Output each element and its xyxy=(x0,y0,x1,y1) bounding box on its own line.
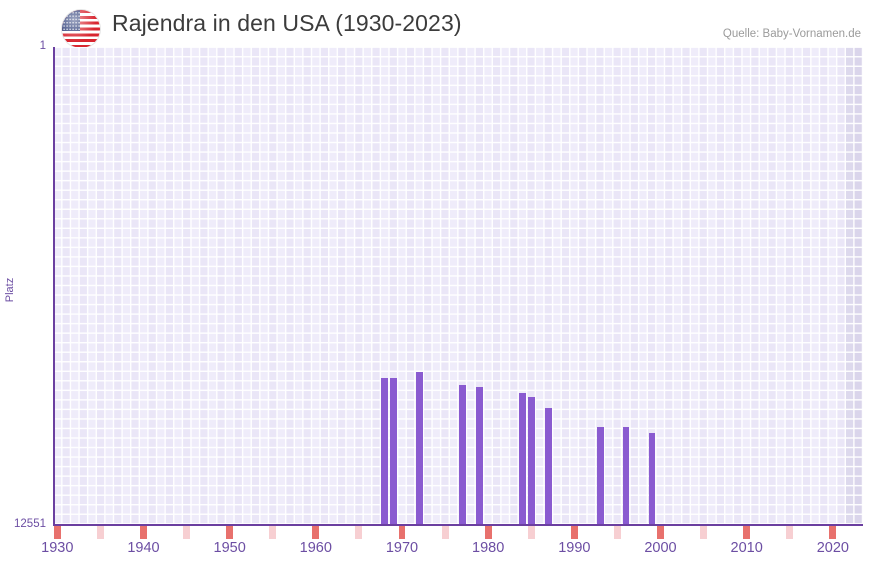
flag-gloss xyxy=(62,10,100,48)
decade-tick xyxy=(312,526,320,539)
page-title: Rajendra in den USA (1930-2023) xyxy=(112,10,462,36)
decade-tick xyxy=(829,526,837,539)
decade-tick xyxy=(53,526,61,539)
x-axis-label: 2010 xyxy=(730,540,763,556)
x-axis-label: 1950 xyxy=(213,540,246,556)
y-axis-line xyxy=(53,47,55,524)
half-decade-tick xyxy=(96,526,104,539)
decade-tick xyxy=(226,526,234,539)
decade-tick xyxy=(484,526,492,539)
x-axis-label: 1960 xyxy=(299,540,332,556)
bar xyxy=(519,392,527,524)
x-axis-label: 1980 xyxy=(472,540,505,556)
bar xyxy=(476,387,483,524)
bar xyxy=(415,371,423,524)
half-decade-tick xyxy=(527,526,535,539)
bar xyxy=(596,427,604,524)
us-flag-icon xyxy=(62,10,100,48)
bar xyxy=(381,377,389,524)
x-axis-label: 1930 xyxy=(41,540,74,556)
bar xyxy=(622,427,630,524)
half-decade-tick xyxy=(355,526,363,539)
y-axis-bottom-label: 12551 xyxy=(14,518,46,530)
bar xyxy=(545,408,552,524)
x-axis-line xyxy=(53,524,863,526)
y-axis-top-label: 1 xyxy=(39,40,46,52)
bar xyxy=(390,377,397,524)
decade-tick xyxy=(743,526,751,539)
decade-tick xyxy=(657,526,664,539)
x-axis-labels: 1930 1940 1950 1960 1970 1980 1990 2000 2010 2020 xyxy=(0,540,873,564)
bar xyxy=(648,432,656,524)
half-decade-tick xyxy=(441,526,449,539)
bar-series xyxy=(53,47,863,524)
decade-tick xyxy=(570,526,578,539)
x-axis-label: 2020 xyxy=(816,540,849,556)
x-axis-label: 2000 xyxy=(644,540,677,556)
decade-tick xyxy=(398,526,406,539)
x-axis-label: 1990 xyxy=(558,540,591,556)
half-decade-tick xyxy=(269,526,277,539)
x-axis-label: 1970 xyxy=(385,540,419,556)
x-axis-tick-markers xyxy=(53,526,863,539)
decade-tick xyxy=(140,526,147,539)
bar xyxy=(527,396,535,524)
half-decade-tick xyxy=(786,526,794,539)
bar xyxy=(459,385,466,524)
grid-lines xyxy=(53,47,863,524)
half-decade-tick xyxy=(613,526,621,539)
y-axis-title: Platz xyxy=(4,277,16,303)
x-axis-label: 1940 xyxy=(127,540,160,556)
half-decade-tick xyxy=(183,526,190,539)
plot-area xyxy=(53,47,863,524)
source-attribution: Quelle: Baby-Vornamen.de xyxy=(722,28,861,40)
half-decade-tick xyxy=(700,526,708,539)
